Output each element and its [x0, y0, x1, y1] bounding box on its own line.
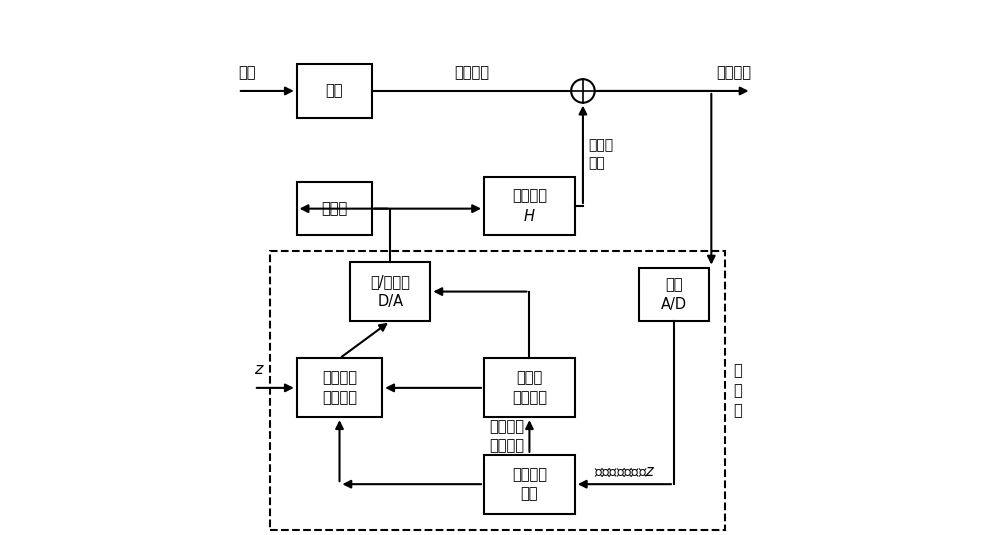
FancyBboxPatch shape — [297, 64, 372, 118]
Text: 激励响应: 激励响应 — [454, 65, 489, 80]
Text: 控制通道
$H$: 控制通道 $H$ — [512, 188, 547, 224]
Text: 控
制
器: 控 制 器 — [734, 363, 742, 418]
Text: 采样
A/D: 采样 A/D — [661, 277, 687, 312]
Text: 作动器
响应: 作动器 响应 — [588, 139, 613, 170]
FancyBboxPatch shape — [297, 182, 372, 235]
Text: 误差响应: 误差响应 — [716, 65, 751, 80]
FancyBboxPatch shape — [297, 358, 382, 417]
Text: 自适应
频响修正: 自适应 频响修正 — [512, 370, 547, 406]
Text: 误差响应
谐波信号: 误差响应 谐波信号 — [489, 419, 524, 453]
Text: 谐波系数
识别: 谐波系数 识别 — [512, 467, 547, 502]
Text: 激励: 激励 — [238, 65, 255, 80]
FancyBboxPatch shape — [484, 177, 575, 235]
FancyBboxPatch shape — [350, 262, 430, 321]
Text: $z$: $z$ — [254, 362, 265, 377]
FancyBboxPatch shape — [484, 358, 575, 417]
Text: 机身: 机身 — [325, 83, 343, 98]
Text: 谐波基函数向量$z$: 谐波基函数向量$z$ — [594, 464, 655, 479]
FancyBboxPatch shape — [639, 268, 709, 321]
Text: 作动器: 作动器 — [321, 201, 347, 216]
Text: 模/数转换
D/A: 模/数转换 D/A — [370, 274, 410, 309]
FancyBboxPatch shape — [484, 455, 575, 514]
Text: 控制输入
谐波修正: 控制输入 谐波修正 — [322, 370, 357, 406]
